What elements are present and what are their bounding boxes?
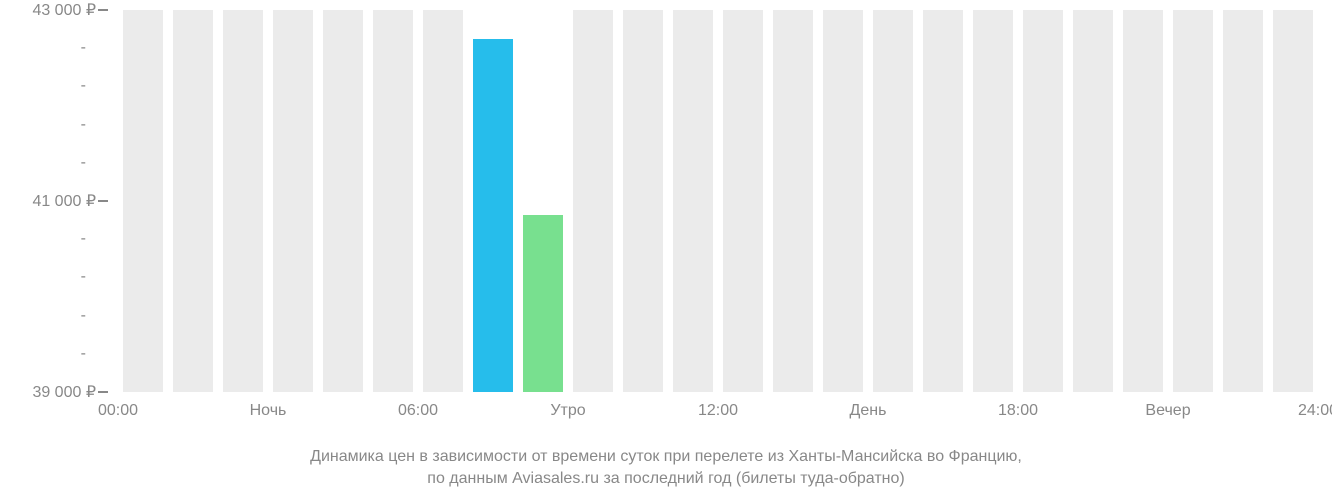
price-bar[interactable] xyxy=(523,215,563,392)
y-axis-minor: - xyxy=(81,154,86,172)
bar-slot xyxy=(318,10,368,392)
price-bar[interactable] xyxy=(773,10,813,392)
y-axis-tick xyxy=(98,9,108,11)
price-bar[interactable] xyxy=(1173,10,1213,392)
y-axis-minor: - xyxy=(81,268,86,286)
y-axis-label: 43 000 ₽ xyxy=(32,0,96,20)
bar-slot xyxy=(718,10,768,392)
y-axis-minor: - xyxy=(81,230,86,248)
bar-slot xyxy=(768,10,818,392)
price-bar[interactable] xyxy=(373,10,413,392)
bar-slot xyxy=(818,10,868,392)
y-axis-tick xyxy=(98,391,108,393)
bar-slot xyxy=(1168,10,1218,392)
price-bar[interactable] xyxy=(1223,10,1263,392)
price-bar[interactable] xyxy=(173,10,213,392)
bar-slot xyxy=(668,10,718,392)
y-axis-label: 39 000 ₽ xyxy=(32,382,96,402)
y-axis-minor: - xyxy=(81,345,86,363)
x-axis-label: 24:00 xyxy=(1298,402,1332,420)
price-bar[interactable] xyxy=(623,10,663,392)
bar-slot xyxy=(468,10,518,392)
bar-slot xyxy=(1218,10,1268,392)
x-axis-label: Ночь xyxy=(250,402,287,420)
price-bar[interactable] xyxy=(423,10,463,392)
x-axis-label: 18:00 xyxy=(998,402,1038,420)
y-axis-label: 41 000 ₽ xyxy=(32,191,96,211)
price-bar[interactable] xyxy=(673,10,713,392)
bar-slot xyxy=(368,10,418,392)
bar-slot xyxy=(118,10,168,392)
y-axis-minor: - xyxy=(81,116,86,134)
bar-slot xyxy=(418,10,468,392)
x-axis-label: 12:00 xyxy=(698,402,738,420)
bar-slot xyxy=(168,10,218,392)
price-time-chart: 43 000 ₽ 41 000 ₽ 39 000 ₽ - - - - - - - - 00:00 Но… xyxy=(0,0,1332,502)
bar-slot xyxy=(1268,10,1318,392)
x-axis: 00:00Ночь06:00Утро12:00День18:00Вечер24:… xyxy=(118,398,1318,428)
price-bar[interactable] xyxy=(1073,10,1113,392)
bar-slot xyxy=(968,10,1018,392)
y-axis-minor: - xyxy=(81,307,86,325)
x-axis-label: Вечер xyxy=(1145,402,1190,420)
y-axis-minor: - xyxy=(81,39,86,57)
price-bar[interactable] xyxy=(473,39,513,392)
price-bar[interactable] xyxy=(973,10,1013,392)
x-axis-label: Утро xyxy=(550,402,585,420)
price-bar[interactable] xyxy=(273,10,313,392)
bar-slot xyxy=(268,10,318,392)
price-bar[interactable] xyxy=(723,10,763,392)
price-bar[interactable] xyxy=(223,10,263,392)
bar-slot xyxy=(518,10,568,392)
price-bar[interactable] xyxy=(1023,10,1063,392)
price-bar[interactable] xyxy=(123,10,163,392)
bar-slot xyxy=(1018,10,1068,392)
plot-area xyxy=(118,10,1318,392)
bar-slot xyxy=(568,10,618,392)
bar-slot xyxy=(868,10,918,392)
x-axis-label: 06:00 xyxy=(398,402,438,420)
price-bar[interactable] xyxy=(1123,10,1163,392)
price-bar[interactable] xyxy=(873,10,913,392)
bar-slot xyxy=(1118,10,1168,392)
bar-container xyxy=(118,10,1318,392)
price-bar[interactable] xyxy=(1273,10,1313,392)
bar-slot xyxy=(218,10,268,392)
x-axis-label: 00:00 xyxy=(98,402,138,420)
y-axis-minor: - xyxy=(81,77,86,95)
bar-slot xyxy=(618,10,668,392)
bar-slot xyxy=(918,10,968,392)
price-bar[interactable] xyxy=(823,10,863,392)
y-axis-tick xyxy=(98,200,108,202)
bar-slot xyxy=(1068,10,1118,392)
price-bar[interactable] xyxy=(923,10,963,392)
x-axis-label: День xyxy=(850,402,887,420)
price-bar[interactable] xyxy=(323,10,363,392)
chart-caption-line2: по данным Aviasales.ru за последний год … xyxy=(0,470,1332,488)
chart-caption-line1: Динамика цен в зависимости от времени су… xyxy=(0,448,1332,466)
price-bar[interactable] xyxy=(573,10,613,392)
